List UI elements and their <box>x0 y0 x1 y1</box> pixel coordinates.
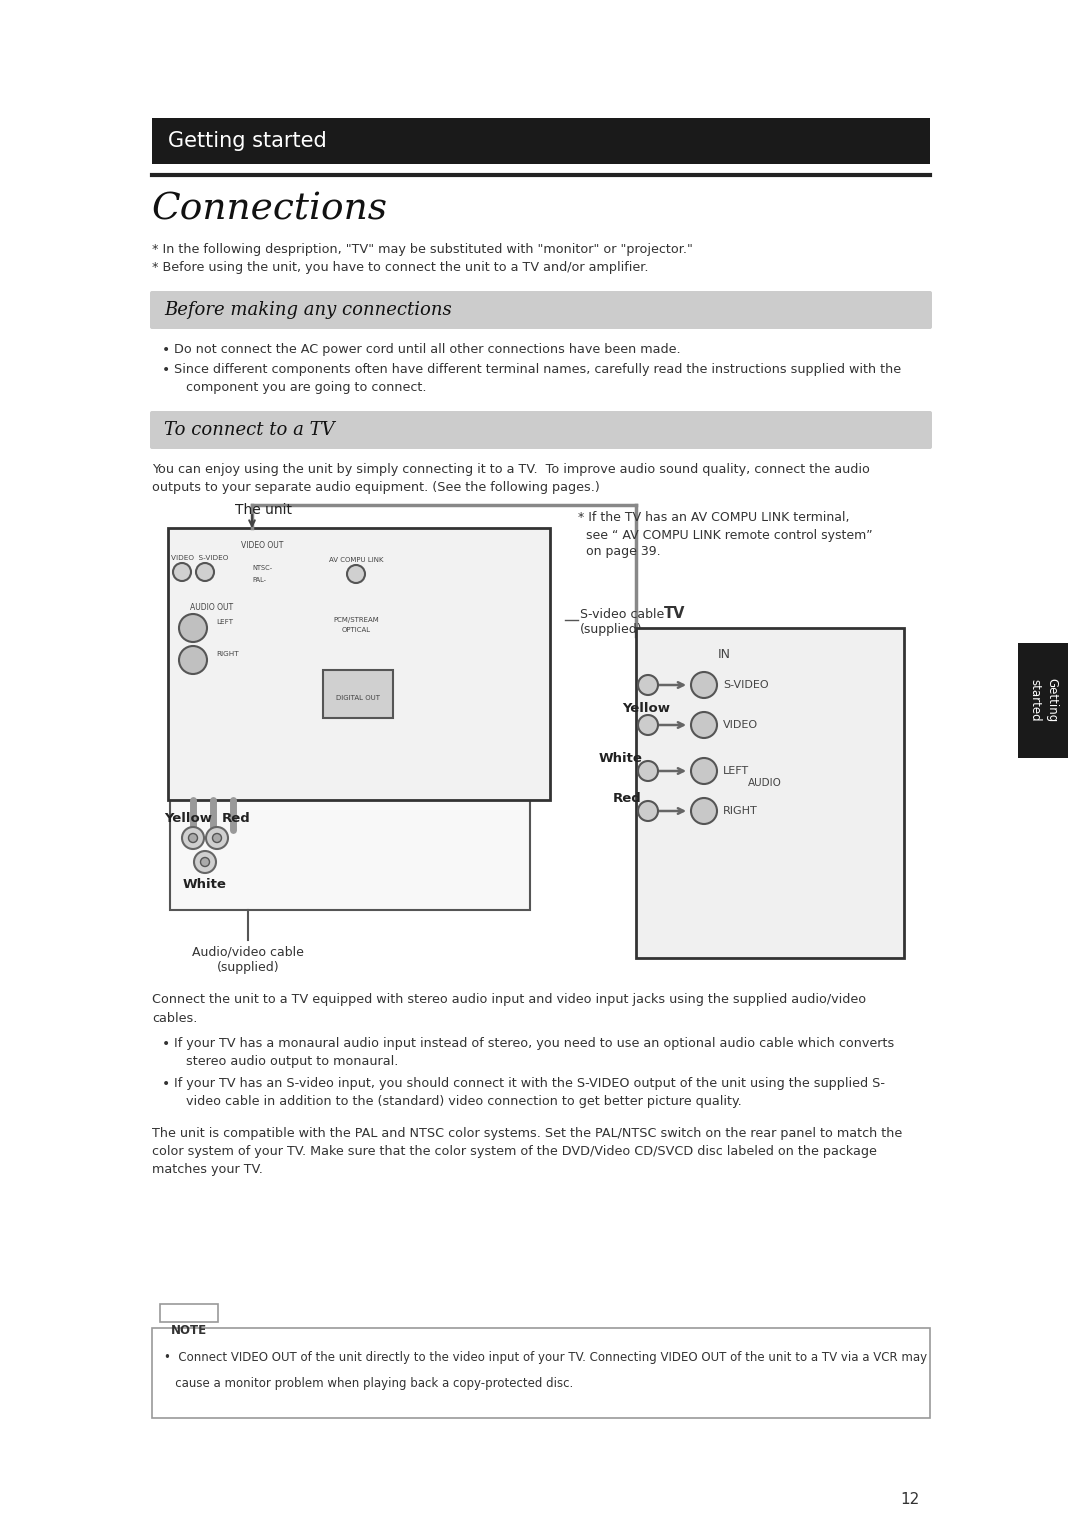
Text: Do not connect the AC power cord until all other connections have been made.: Do not connect the AC power cord until a… <box>174 344 680 356</box>
Text: Yellow: Yellow <box>622 702 670 714</box>
Circle shape <box>638 801 658 821</box>
Text: To connect to a TV: To connect to a TV <box>164 420 335 439</box>
FancyBboxPatch shape <box>150 411 932 450</box>
Circle shape <box>173 563 191 581</box>
Text: If your TV has a monaural audio input instead of stereo, you need to use an opti: If your TV has a monaural audio input in… <box>174 1038 894 1050</box>
Text: NTSC-: NTSC- <box>252 566 272 570</box>
Text: LEFT: LEFT <box>723 766 750 777</box>
Circle shape <box>638 716 658 735</box>
Bar <box>160 1304 218 1323</box>
Text: * If the TV has an AV COMPU LINK terminal,: * If the TV has an AV COMPU LINK termina… <box>578 512 850 524</box>
Text: * Before using the unit, you have to connect the unit to a TV and/or amplifier.: * Before using the unit, you have to con… <box>152 261 648 275</box>
Bar <box>170 795 530 910</box>
Text: AUDIO OUT: AUDIO OUT <box>190 604 233 613</box>
Text: VIDEO OUT: VIDEO OUT <box>241 541 283 550</box>
Text: S-VIDEO: S-VIDEO <box>723 680 769 690</box>
Text: Red: Red <box>222 812 251 824</box>
Bar <box>152 1329 930 1417</box>
Circle shape <box>183 827 204 849</box>
Bar <box>636 628 904 959</box>
Text: LEFT: LEFT <box>216 619 233 625</box>
Text: (supplied): (supplied) <box>580 624 643 636</box>
Text: VIDEO: VIDEO <box>723 720 758 729</box>
Text: AUDIO: AUDIO <box>748 778 782 787</box>
Circle shape <box>213 833 221 842</box>
Circle shape <box>189 833 198 842</box>
Text: 12: 12 <box>901 1492 920 1508</box>
Text: RIGHT: RIGHT <box>723 806 758 816</box>
Text: video cable in addition to the (standard) video connection to get better picture: video cable in addition to the (standard… <box>174 1095 742 1109</box>
Text: IN: IN <box>717 648 730 662</box>
Circle shape <box>206 827 228 849</box>
Text: PAL-: PAL- <box>252 576 266 583</box>
Circle shape <box>179 615 207 642</box>
Text: •  Connect VIDEO OUT of the unit directly to the video input of your TV. Connect: • Connect VIDEO OUT of the unit directly… <box>164 1352 927 1364</box>
Text: DIGITAL OUT: DIGITAL OUT <box>336 696 380 700</box>
Text: Since different components often have different terminal names, carefully read t: Since different components often have di… <box>174 364 901 376</box>
Text: * In the following despription, "TV" may be substituted with "monitor" or "proje: * In the following despription, "TV" may… <box>152 243 693 257</box>
Text: Before making any connections: Before making any connections <box>164 301 451 320</box>
Text: •: • <box>162 1037 171 1050</box>
Text: NOTE: NOTE <box>171 1324 207 1336</box>
Text: PCM/STREAM: PCM/STREAM <box>333 618 379 622</box>
Text: S-video cable: S-video cable <box>580 607 664 621</box>
Circle shape <box>201 858 210 867</box>
Text: stereo audio output to monaural.: stereo audio output to monaural. <box>174 1055 399 1069</box>
Text: Connect the unit to a TV equipped with stereo audio input and video input jacks : Connect the unit to a TV equipped with s… <box>152 994 866 1006</box>
Text: TV: TV <box>664 607 686 621</box>
Circle shape <box>179 645 207 674</box>
Text: •: • <box>162 362 171 378</box>
Circle shape <box>691 758 717 784</box>
Text: Connections: Connections <box>152 193 388 228</box>
Text: RIGHT: RIGHT <box>216 651 239 657</box>
Circle shape <box>638 761 658 781</box>
Text: •: • <box>162 342 171 356</box>
Circle shape <box>691 713 717 739</box>
Text: White: White <box>184 878 227 890</box>
Text: see “ AV COMPU LINK remote control system”: see “ AV COMPU LINK remote control syste… <box>578 529 873 541</box>
Text: color system of your TV. Make sure that the color system of the DVD/Video CD/SVC: color system of your TV. Make sure that … <box>152 1145 877 1159</box>
Bar <box>168 528 550 800</box>
Text: Audio/video cable: Audio/video cable <box>192 945 303 959</box>
Text: The unit is compatible with the PAL and NTSC color systems. Set the PAL/NTSC swi: The unit is compatible with the PAL and … <box>152 1127 902 1141</box>
Text: If your TV has an S-video input, you should connect it with the S-VIDEO output o: If your TV has an S-video input, you sho… <box>174 1078 885 1090</box>
Bar <box>323 670 393 719</box>
Text: cables.: cables. <box>152 1012 198 1024</box>
Circle shape <box>347 566 365 583</box>
Text: component you are going to connect.: component you are going to connect. <box>174 382 427 394</box>
Text: VIDEO  S-VIDEO: VIDEO S-VIDEO <box>172 555 229 561</box>
Circle shape <box>691 673 717 699</box>
Text: •: • <box>162 1076 171 1092</box>
Text: White: White <box>598 751 642 764</box>
Circle shape <box>691 798 717 824</box>
FancyBboxPatch shape <box>150 291 932 329</box>
Text: You can enjoy using the unit by simply connecting it to a TV.  To improve audio : You can enjoy using the unit by simply c… <box>152 463 869 477</box>
Text: OPTICAL: OPTICAL <box>341 627 370 633</box>
Text: matches your TV.: matches your TV. <box>152 1164 262 1176</box>
Text: cause a monitor problem when playing back a copy-protected disc.: cause a monitor problem when playing bac… <box>164 1376 573 1390</box>
Text: outputs to your separate audio equipment. (See the following pages.): outputs to your separate audio equipment… <box>152 482 599 494</box>
Bar <box>152 118 930 164</box>
Text: The unit: The unit <box>235 503 292 517</box>
Text: Getting
started: Getting started <box>1028 679 1058 723</box>
Text: Getting started: Getting started <box>168 131 327 151</box>
Circle shape <box>195 563 214 581</box>
Circle shape <box>638 674 658 696</box>
Text: Red: Red <box>613 792 642 804</box>
Text: Yellow: Yellow <box>164 812 212 824</box>
Text: (supplied): (supplied) <box>217 962 280 974</box>
Text: on page 39.: on page 39. <box>578 546 661 558</box>
Bar <box>1018 644 1068 758</box>
Circle shape <box>194 852 216 873</box>
Text: AV COMPU LINK: AV COMPU LINK <box>328 557 383 563</box>
